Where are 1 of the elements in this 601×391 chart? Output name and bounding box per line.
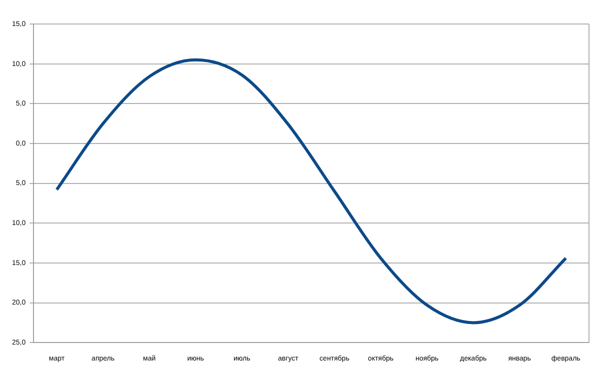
line-series	[55, 58, 568, 324]
